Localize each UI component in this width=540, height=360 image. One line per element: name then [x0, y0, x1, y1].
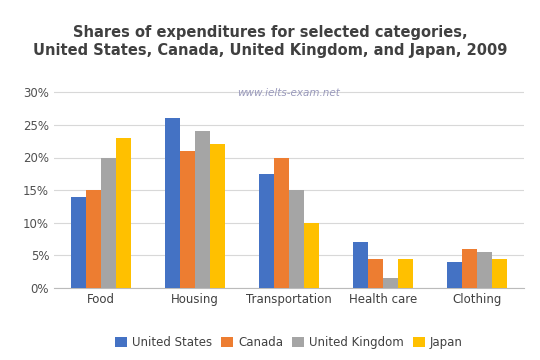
Legend: United States, Canada, United Kingdom, Japan: United States, Canada, United Kingdom, J…	[111, 332, 467, 354]
Bar	[101, 158, 116, 288]
Bar	[86, 190, 101, 288]
Bar	[289, 190, 304, 288]
Bar	[195, 131, 210, 288]
Bar	[259, 174, 274, 288]
Bar	[165, 118, 180, 288]
Bar	[383, 278, 398, 288]
Bar	[353, 242, 368, 288]
Bar	[71, 197, 86, 288]
Bar	[492, 258, 507, 288]
Bar	[210, 144, 225, 288]
Bar	[447, 262, 462, 288]
Bar	[180, 151, 195, 288]
Bar	[477, 252, 492, 288]
Bar	[274, 158, 289, 288]
Bar	[368, 258, 383, 288]
Bar	[304, 223, 319, 288]
Bar	[398, 258, 413, 288]
Bar	[462, 249, 477, 288]
Bar	[116, 138, 131, 288]
Text: Shares of expenditures for selected categories,
United States, Canada, United Ki: Shares of expenditures for selected cate…	[33, 25, 507, 58]
Text: www.ielts-exam.net: www.ielts-exam.net	[238, 87, 340, 98]
